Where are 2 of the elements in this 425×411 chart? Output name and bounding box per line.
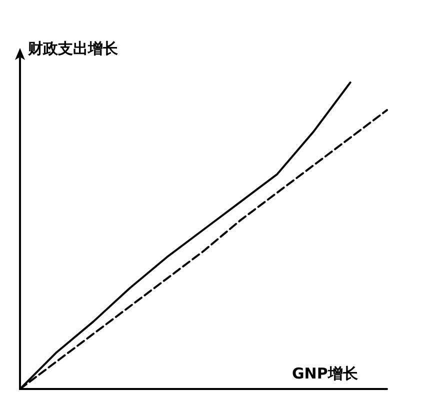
x-axis-title: GNP增长 — [292, 364, 359, 382]
y-axis-title: 财政支出增长 — [27, 40, 119, 58]
